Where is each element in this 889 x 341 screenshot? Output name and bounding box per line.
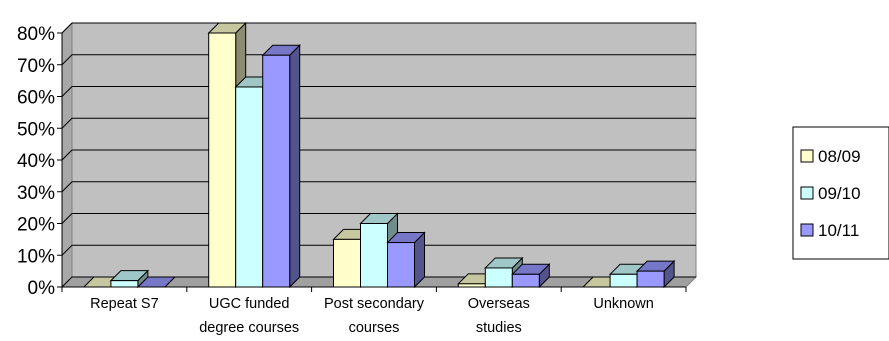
legend-label: 08/09 <box>818 147 861 166</box>
legend-swatch <box>800 186 814 200</box>
legend-entry: 09/10 <box>800 184 861 203</box>
legend-swatch <box>800 223 814 237</box>
legend-entry: 08/09 <box>800 147 861 166</box>
gridline <box>61 149 696 161</box>
x-category-label: degree courses <box>199 320 299 336</box>
y-tick-label: 70% <box>17 56 55 77</box>
legend-label: 09/10 <box>818 184 861 203</box>
legend-swatch <box>800 149 814 163</box>
legend: 08/09 09/10 10/11 <box>792 126 889 260</box>
gridline <box>61 244 696 256</box>
x-category-label: Post secondary <box>324 296 425 312</box>
gridline <box>61 54 696 66</box>
bar-10-11 <box>136 276 177 288</box>
gridlines <box>61 22 696 288</box>
x-category-label: Repeat S7 <box>90 296 159 312</box>
bar-10-11 <box>511 263 551 289</box>
y-tick-label: 60% <box>17 88 55 109</box>
legend-entry: 10/11 <box>800 221 859 240</box>
x-category-label: Overseas <box>468 296 530 312</box>
y-tick-label: 30% <box>17 183 55 204</box>
x-category-label: studies <box>476 320 522 336</box>
y-tick-label: 10% <box>17 246 55 267</box>
bar-10-11 <box>635 259 676 289</box>
gridline <box>61 22 696 34</box>
gridline <box>61 213 696 224</box>
y-tick-label: 0% <box>28 278 56 299</box>
bar-10-11 <box>386 231 426 289</box>
bar-10-11 <box>261 44 301 289</box>
gridline <box>61 117 696 129</box>
bars <box>82 21 676 289</box>
x-category-label: Unknown <box>593 296 653 312</box>
y-tick-label: 50% <box>17 119 55 140</box>
gridline <box>61 181 696 193</box>
gridline <box>61 86 696 97</box>
x-axis-labels: Repeat S7 UGC funded degree courses Post se… <box>90 296 654 336</box>
legend-label: 10/11 <box>818 221 859 240</box>
y-tick-label: 80% <box>17 24 55 45</box>
y-tick-label: 20% <box>17 215 55 236</box>
x-category-label: UGC funded <box>209 296 290 312</box>
bar-09-10 <box>109 269 150 289</box>
y-axis-ticks: 0% 10% 20% 30% 40% 50% 60% 70% 80% <box>17 24 55 299</box>
y-tick-label: 40% <box>17 151 55 172</box>
x-category-label: courses <box>349 320 400 336</box>
